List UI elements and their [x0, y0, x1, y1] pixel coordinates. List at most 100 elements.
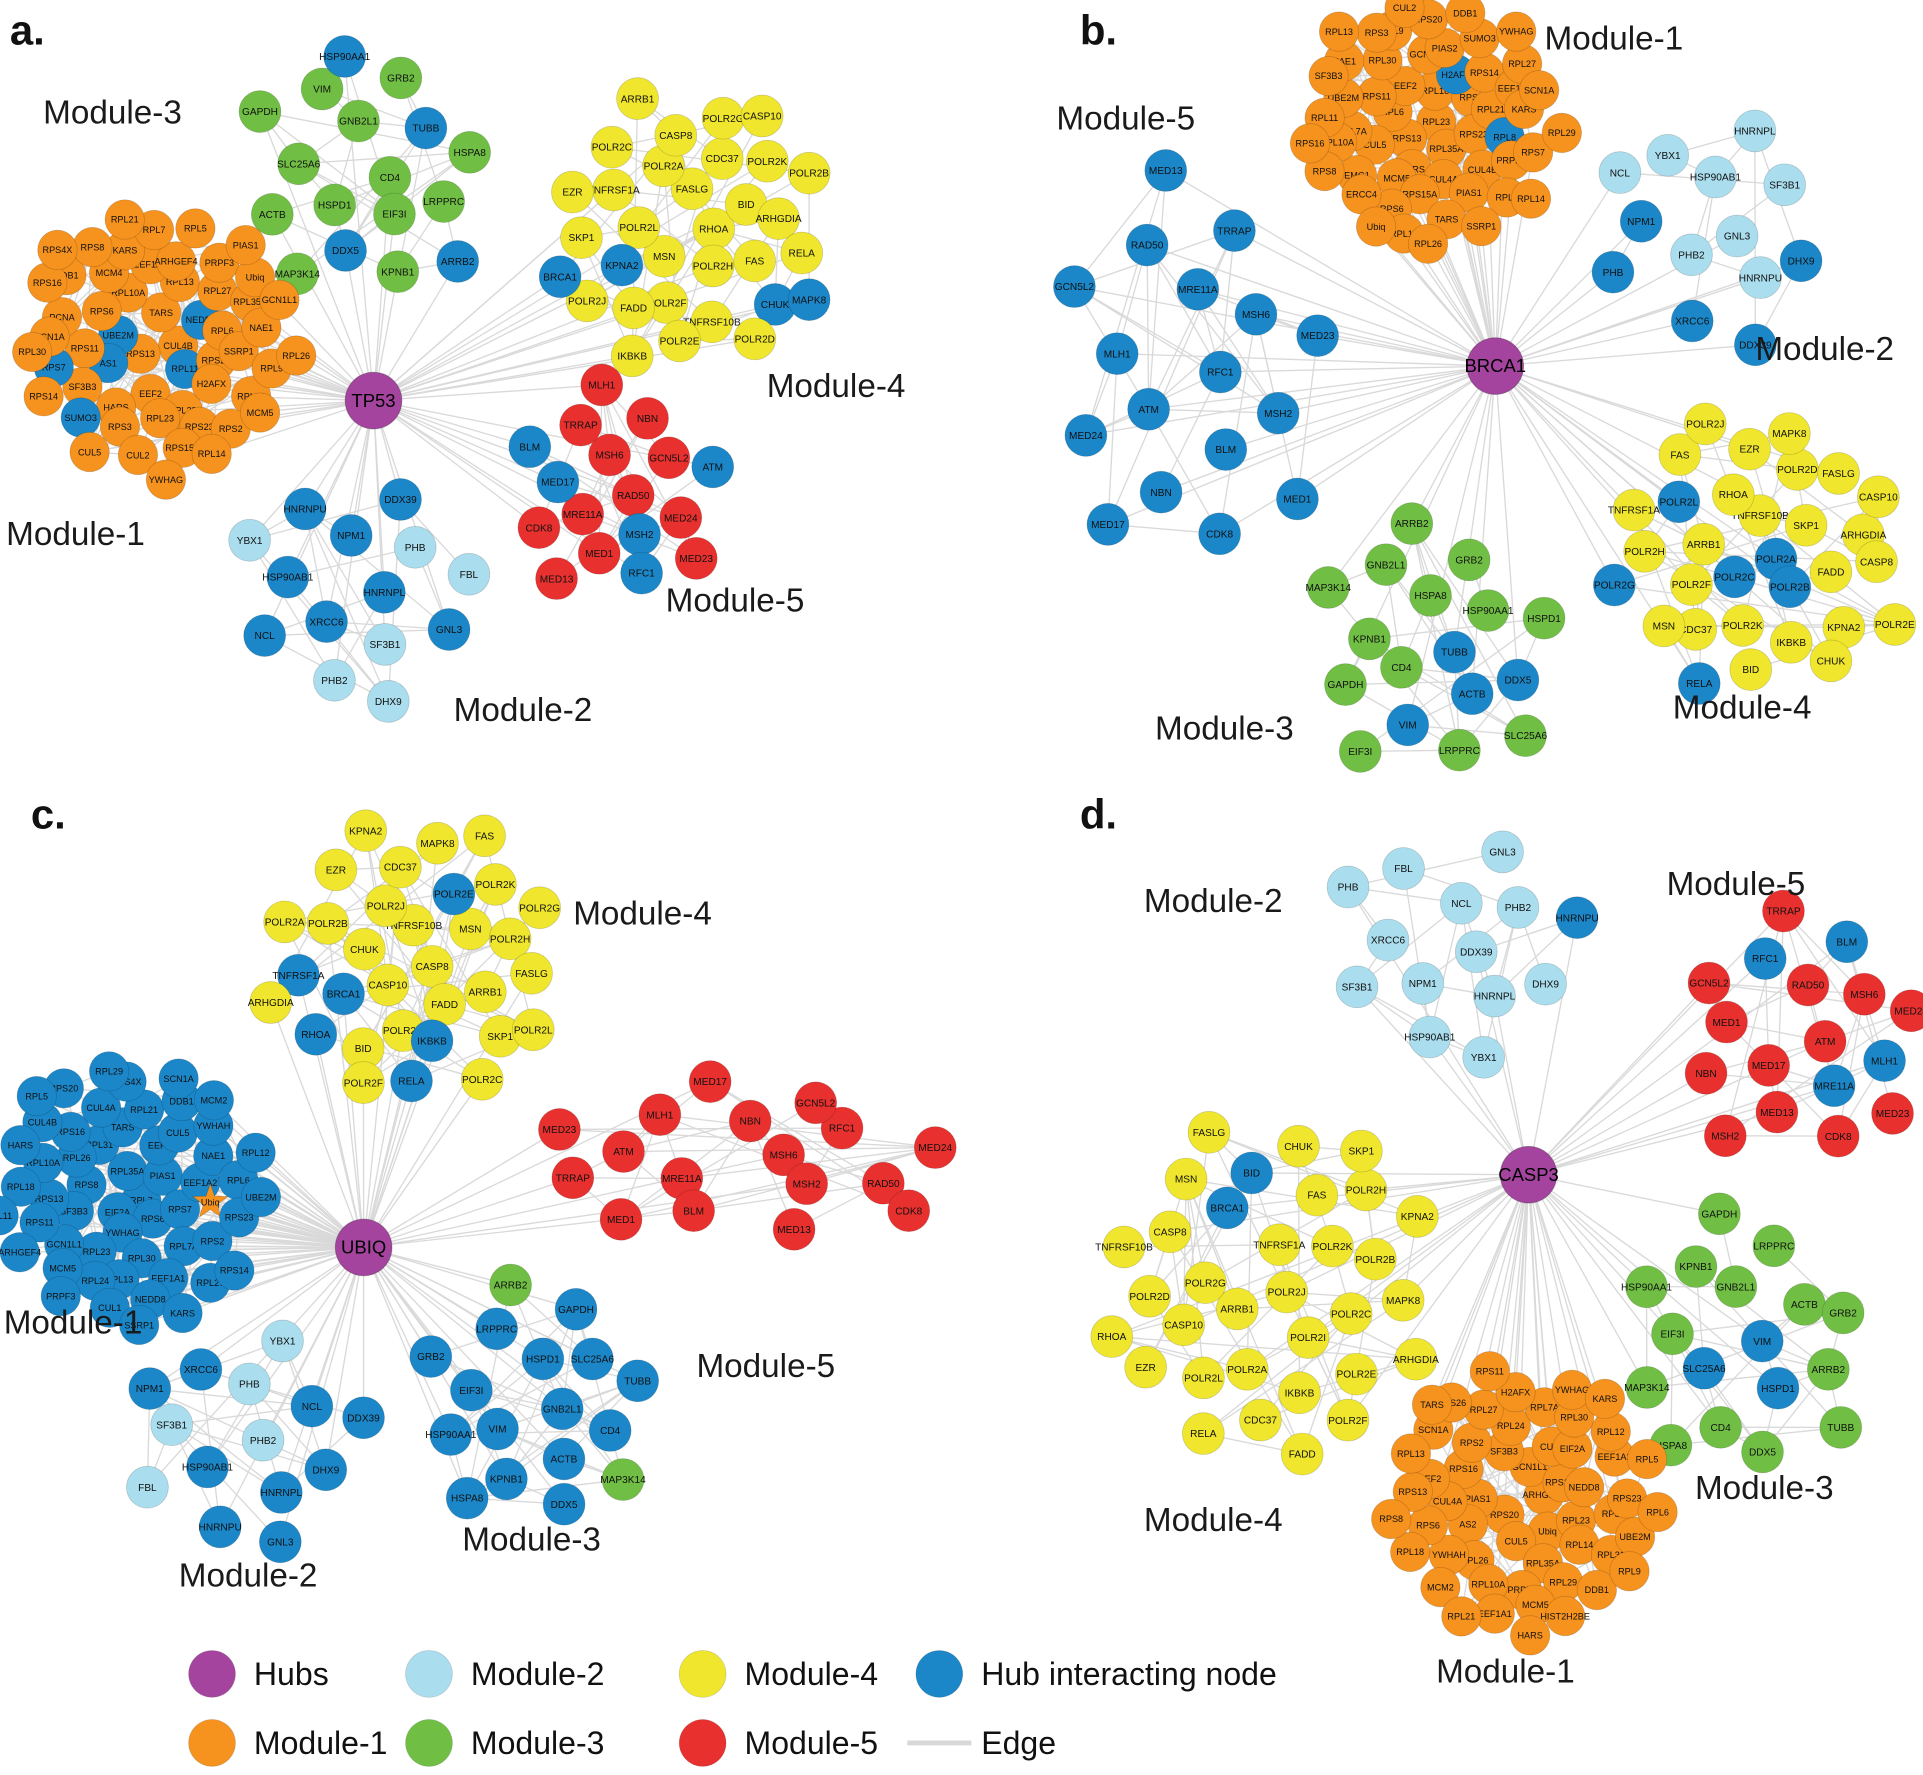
gene-node: [476, 1407, 519, 1451]
module-cluster: CD4 HSPD1 GNB2L1 EIF3I SLC25A6 TUBB DDX5 VIM LRP…: [238, 35, 491, 296]
gene-label: HARS: [1517, 1631, 1542, 1641]
gene-node: [1687, 961, 1731, 1005]
gene-label: RPL7A: [169, 1242, 199, 1252]
gene-node: [538, 255, 582, 299]
gene-label: YWHAH: [1432, 1550, 1466, 1560]
gene-label: GAPDH: [242, 107, 278, 118]
gene-label: XRCC6: [309, 617, 344, 628]
edge: [1296, 335, 1319, 500]
gene-node: [1510, 1615, 1551, 1656]
hub-edge: [1527, 1174, 1648, 1388]
gene-label: CHUK: [1284, 1142, 1313, 1153]
gene-label: IKBKB: [1285, 1388, 1315, 1399]
hub-edge: [363, 1210, 694, 1249]
gene-node: [626, 397, 669, 440]
gene-label: RPL21: [130, 1105, 158, 1115]
gene-node: [1729, 648, 1773, 691]
gene-node: [117, 434, 159, 476]
gene-node: [559, 403, 602, 447]
gene-label: RPL24: [81, 1276, 109, 1286]
gene-node: [1871, 1092, 1914, 1135]
gene-label: RPL23: [1562, 1516, 1590, 1526]
gene-node: [1682, 522, 1726, 566]
gene-node: [1199, 350, 1242, 394]
edge: [1160, 371, 1221, 493]
gene-label: ATM: [702, 462, 723, 473]
gene-label: MSN: [653, 252, 675, 263]
gene-node: [762, 1133, 805, 1177]
gene-node: [1762, 889, 1805, 933]
gene-label: POLR2F: [647, 298, 686, 309]
gene-node: [1670, 563, 1713, 606]
gene-label: RPS2: [1459, 93, 1483, 103]
gene-label: DDB1: [1585, 1585, 1609, 1595]
gene-label: IKBKB: [1776, 638, 1806, 649]
gene-label: EIF3I: [1348, 747, 1372, 758]
module-label: Module-5: [666, 582, 805, 619]
gene-label: RPL12: [242, 1148, 270, 1158]
gene-label: RPS3: [1365, 28, 1389, 38]
gene-label: EIF3I: [1660, 1329, 1684, 1340]
gene-node: [1064, 414, 1108, 457]
gene-label: CASP8: [416, 962, 449, 973]
gene-node: [261, 1319, 304, 1363]
gene-node: [1445, 0, 1486, 34]
gene-node: [1674, 1245, 1718, 1288]
gene-label: GCN5L2: [796, 1099, 836, 1110]
gene-label: MED24: [1069, 431, 1103, 442]
gene-node: [601, 1458, 645, 1501]
gene-node: [474, 863, 517, 906]
gene-label: PHB: [239, 1380, 260, 1391]
gene-label: GCN1L1: [46, 1240, 81, 1250]
gene-label: HSP90AB1: [1404, 1033, 1455, 1044]
gene-label: POLR2F: [344, 1078, 383, 1089]
gene-node: [1733, 109, 1777, 153]
gene-label: RPL11: [0, 1211, 12, 1221]
gene-label: POLR2L: [514, 1025, 553, 1036]
hub-edge: [271, 214, 375, 401]
gene-label: SF3B1: [156, 1420, 187, 1431]
gene-node: [1289, 123, 1331, 164]
gene-node: [363, 570, 406, 614]
gene-node: [1658, 433, 1702, 476]
gene-node-star: [191, 1182, 229, 1219]
gene-node: [305, 600, 348, 643]
gene-node: [489, 1263, 532, 1307]
gene-label: CD4: [1710, 1423, 1731, 1434]
gene-label: CASP10: [743, 112, 782, 123]
gene-label: UBE2M: [1328, 93, 1359, 103]
gene-label: SF3B1: [370, 640, 401, 651]
gene-node: [1353, 1237, 1397, 1281]
gene-label: IKBKB: [617, 351, 647, 362]
gene-label: RPL12: [1390, 229, 1418, 239]
gene-label: LRPPRC: [1753, 1242, 1794, 1253]
gene-label: TUBB: [412, 124, 439, 135]
gene-node: [554, 1287, 598, 1331]
gene-label: KPNB1: [490, 1474, 523, 1485]
gene-node: [1420, 1567, 1461, 1608]
gene-label: AS2: [1459, 1520, 1476, 1530]
legend-label: Hubs: [254, 1656, 329, 1692]
gene-node: [1703, 1114, 1747, 1158]
edge: [304, 508, 389, 702]
hub-edge: [373, 355, 633, 402]
gene-label: HNRNPU: [283, 505, 326, 516]
edge: [1146, 245, 1150, 410]
gene-label: SLC25A6: [1682, 1364, 1726, 1375]
gene-label: RPL23: [146, 414, 174, 424]
gene-node: [1657, 480, 1701, 524]
module-cluster: PHB2 HSP90AB1 PHB HNRNPL SF3B1 NCL HNRNPU XRCC6…: [126, 1319, 385, 1564]
edge: [1704, 423, 1792, 643]
gene-node: [1699, 1405, 1742, 1449]
gene-node: [561, 492, 605, 536]
gene-label: ARHGDIA: [756, 214, 802, 225]
gene-node: [240, 1176, 282, 1218]
gene-node: [688, 1060, 732, 1103]
edge: [623, 1120, 751, 1153]
gene-label: SKP1: [487, 1032, 513, 1043]
gene-node: [1677, 662, 1721, 705]
gene-node: [294, 1012, 338, 1056]
gene-label: RPL26: [1461, 1555, 1489, 1565]
edge: [1073, 170, 1167, 288]
gene-label: RPL12: [1597, 1427, 1625, 1437]
